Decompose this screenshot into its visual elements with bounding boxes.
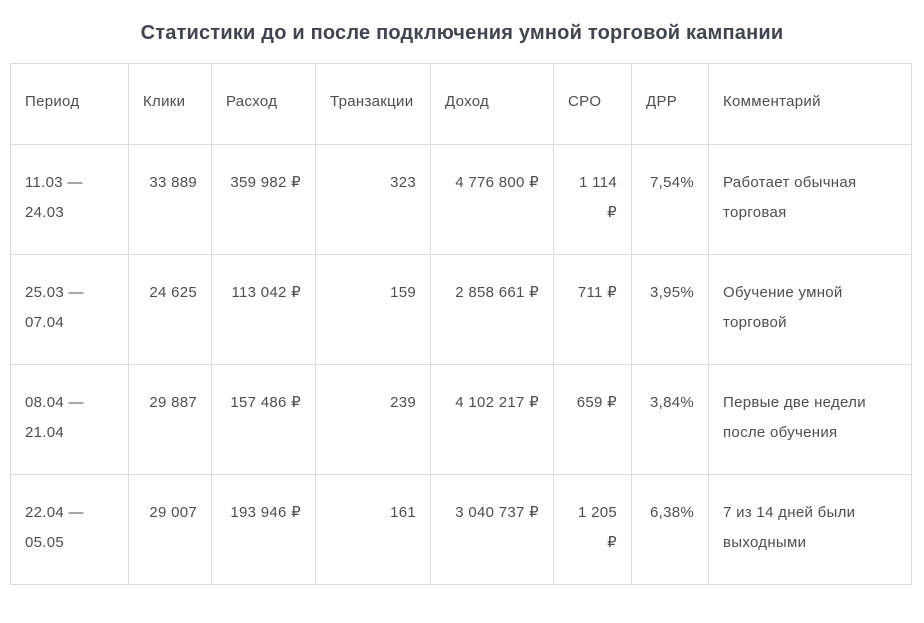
cell-transactions: 323 (315, 144, 431, 255)
table-row: 11.03 — 24.03 33 889 359 982 ₽ 323 4 776… (10, 144, 912, 255)
cell-period: 08.04 — 21.04 (10, 364, 129, 475)
cell-spend: 157 486 ₽ (211, 364, 316, 475)
cell-comment: Обучение умной торговой (708, 254, 912, 365)
header-cell-revenue: Доход (430, 63, 554, 145)
cell-period: 25.03 — 07.04 (10, 254, 129, 365)
cell-clicks: 24 625 (128, 254, 212, 365)
header-cell-cpo: CPO (553, 63, 632, 145)
cell-clicks: 29 887 (128, 364, 212, 475)
cell-drr: 3,95% (631, 254, 709, 365)
header-cell-comment: Комментарий (708, 63, 912, 145)
cell-spend: 193 946 ₽ (211, 474, 316, 585)
cell-period: 11.03 — 24.03 (10, 144, 129, 255)
header-cell-clicks: Клики (128, 63, 212, 145)
cell-drr: 3,84% (631, 364, 709, 475)
stats-table: Период Клики Расход Транзакции Доход CPO… (10, 63, 912, 585)
cell-transactions: 159 (315, 254, 431, 365)
cell-revenue: 3 040 737 ₽ (430, 474, 554, 585)
cell-spend: 359 982 ₽ (211, 144, 316, 255)
table-row: 25.03 — 07.04 24 625 113 042 ₽ 159 2 858… (10, 254, 912, 365)
cell-comment: 7 из 14 дней были выходными (708, 474, 912, 585)
cell-cpo: 1 114 ₽ (553, 144, 632, 255)
cell-period: 22.04 — 05.05 (10, 474, 129, 585)
header-cell-transactions: Транзакции (315, 63, 431, 145)
table-row: 22.04 — 05.05 29 007 193 946 ₽ 161 3 040… (10, 474, 912, 585)
cell-revenue: 2 858 661 ₽ (430, 254, 554, 365)
header-cell-drr: ДРР (631, 63, 709, 145)
cell-transactions: 161 (315, 474, 431, 585)
cell-revenue: 4 776 800 ₽ (430, 144, 554, 255)
cell-cpo: 711 ₽ (553, 254, 632, 365)
cell-drr: 6,38% (631, 474, 709, 585)
cell-clicks: 29 007 (128, 474, 212, 585)
header-cell-period: Период (10, 63, 129, 145)
header-row: Период Клики Расход Транзакции Доход CPO… (10, 63, 912, 145)
page: Статистики до и после подключения умной … (0, 19, 924, 585)
page-title: Статистики до и после подключения умной … (140, 22, 784, 44)
cell-comment: Первые две недели после обучения (708, 364, 912, 475)
cell-transactions: 239 (315, 364, 431, 475)
cell-clicks: 33 889 (128, 144, 212, 255)
cell-cpo: 1 205 ₽ (553, 474, 632, 585)
cell-comment: Работает обычная торговая (708, 144, 912, 255)
table-row: 08.04 — 21.04 29 887 157 486 ₽ 239 4 102… (10, 364, 912, 475)
cell-cpo: 659 ₽ (553, 364, 632, 475)
header-cell-spend: Расход (211, 63, 316, 145)
cell-drr: 7,54% (631, 144, 709, 255)
cell-revenue: 4 102 217 ₽ (430, 364, 554, 475)
cell-spend: 113 042 ₽ (211, 254, 316, 365)
